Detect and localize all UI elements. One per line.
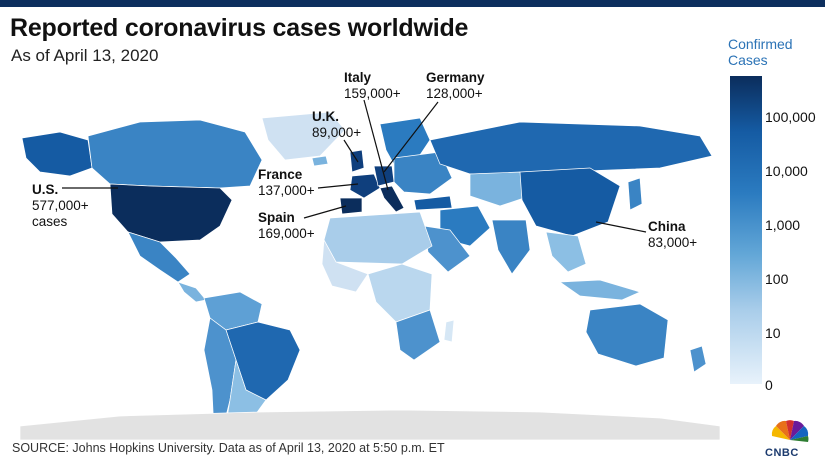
world-map bbox=[19, 99, 720, 440]
callout-france-value: 137,000+ bbox=[258, 183, 315, 198]
callout-germany-value: 128,000+ bbox=[426, 86, 483, 101]
region-japan bbox=[627, 177, 643, 211]
page-subtitle: As of April 13, 2020 bbox=[11, 46, 159, 65]
region-china bbox=[519, 167, 621, 237]
region-antarctica bbox=[19, 409, 720, 440]
callout-spain-name: Spain bbox=[258, 210, 295, 225]
region-turkey bbox=[413, 195, 453, 211]
region-alaska bbox=[21, 131, 93, 177]
region-spain bbox=[339, 197, 363, 215]
callout-us-extra: cases bbox=[32, 214, 68, 229]
callout-china-name: China bbox=[648, 219, 686, 234]
region-france bbox=[349, 173, 381, 199]
region-iceland bbox=[311, 155, 329, 167]
leader-france bbox=[317, 183, 359, 189]
legend-tick-1000: 1,000 bbox=[765, 217, 801, 233]
callout-germany-name: Germany bbox=[426, 70, 485, 85]
callout-italy-name: Italy bbox=[344, 70, 372, 85]
legend-tick-100: 100 bbox=[765, 271, 789, 287]
cnbc-logo-text: CNBC bbox=[765, 447, 799, 459]
leader-spain bbox=[303, 205, 347, 219]
callout-spain-value: 169,000+ bbox=[258, 226, 315, 241]
region-north-africa bbox=[323, 211, 433, 265]
region-indonesia bbox=[558, 279, 642, 301]
leader-italy bbox=[363, 99, 389, 191]
legend-title: Confirmed Cases bbox=[728, 36, 818, 68]
callout-us-value: 577,000+ bbox=[32, 198, 89, 213]
callout-china-value: 83,000+ bbox=[648, 235, 698, 250]
peacock-logo-icon bbox=[771, 420, 809, 442]
region-new-zealand bbox=[689, 345, 707, 373]
legend-title-line2: Cases bbox=[728, 52, 768, 68]
leader-uk bbox=[343, 139, 359, 163]
region-united-states bbox=[109, 183, 233, 243]
region-italy bbox=[379, 185, 405, 213]
leader-germany bbox=[383, 101, 439, 173]
callout-italy: Italy 159,000+ bbox=[344, 70, 401, 102]
callout-uk: U.K. 89,000+ bbox=[312, 109, 361, 141]
callout-us-name: U.S. bbox=[32, 182, 59, 197]
legend-title-line1: Confirmed bbox=[728, 36, 793, 52]
region-madagascar bbox=[443, 319, 455, 343]
region-canada bbox=[87, 119, 263, 189]
legend-tick-10: 10 bbox=[765, 325, 781, 341]
region-west-africa bbox=[321, 238, 369, 293]
region-australia bbox=[585, 303, 669, 367]
callout-uk-name: U.K. bbox=[312, 109, 339, 124]
callout-spain: Spain 169,000+ bbox=[258, 210, 315, 242]
legend-tick-10000: 10,000 bbox=[765, 163, 808, 179]
callout-us: U.S. 577,000+ cases bbox=[32, 182, 89, 230]
callout-france: France 137,000+ bbox=[258, 167, 315, 199]
callout-china: China 83,000+ bbox=[648, 219, 697, 251]
region-mexico bbox=[127, 231, 191, 283]
callout-france-name: France bbox=[258, 167, 303, 182]
callout-italy-value: 159,000+ bbox=[344, 86, 401, 101]
callout-leader-lines bbox=[62, 99, 647, 233]
callout-germany: Germany 128,000+ bbox=[426, 70, 485, 102]
leader-china bbox=[595, 221, 647, 233]
legend-color-scale bbox=[730, 76, 762, 384]
callout-uk-value: 89,000+ bbox=[312, 125, 362, 140]
region-south-africa bbox=[395, 309, 441, 361]
page-title: Reported coronavirus cases worldwide bbox=[10, 14, 469, 42]
region-central-asia bbox=[469, 171, 531, 207]
region-russia bbox=[429, 121, 713, 175]
top-bar bbox=[0, 0, 825, 7]
legend-tick-0: 0 bbox=[765, 377, 773, 393]
source-note: SOURCE: Johns Hopkins University. Data a… bbox=[12, 441, 445, 455]
region-greenland bbox=[261, 111, 346, 161]
region-southeast-asia bbox=[545, 231, 587, 273]
region-central-america bbox=[177, 281, 207, 303]
legend-tick-100000: 100,000 bbox=[765, 109, 816, 125]
region-india bbox=[491, 219, 531, 275]
